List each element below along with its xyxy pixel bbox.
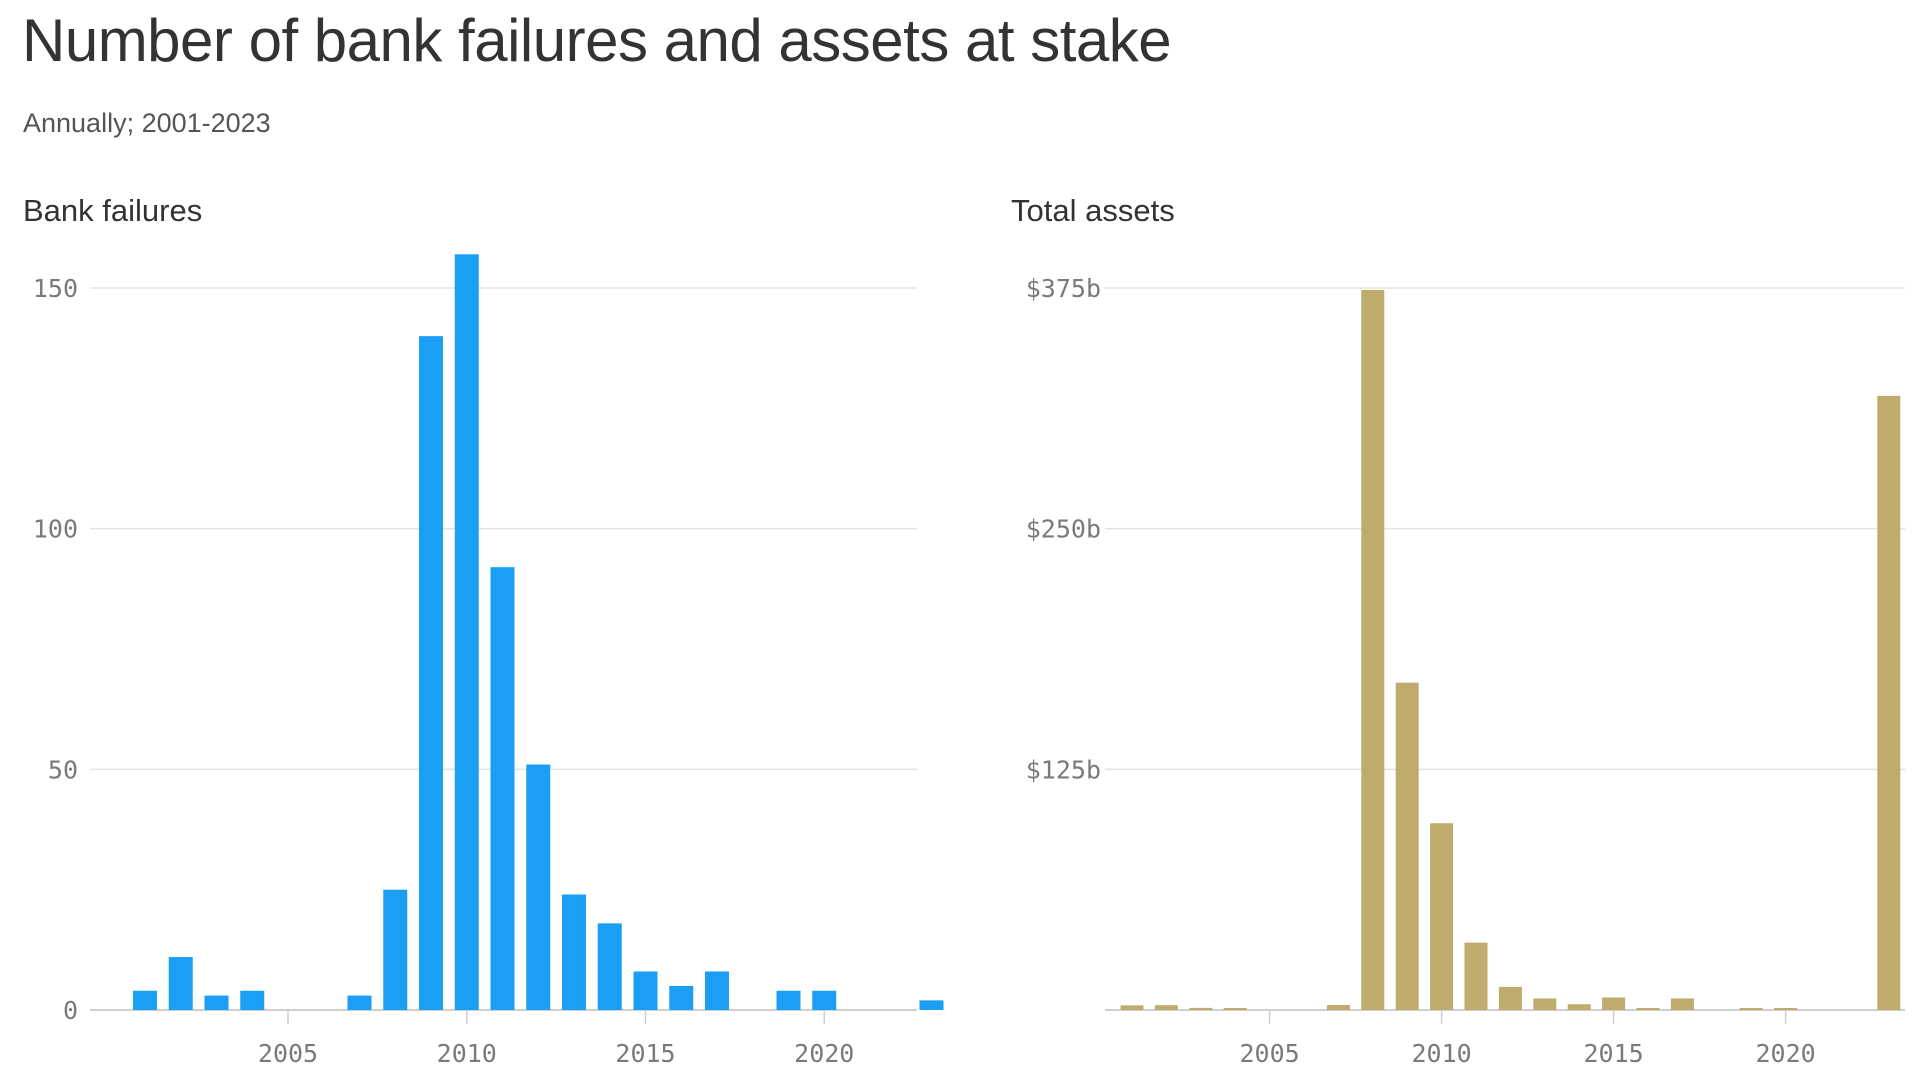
chart-title: Number of bank failures and assets at st… — [22, 7, 1172, 74]
failures-bar-2003 — [204, 995, 229, 1010]
failures-bar-2017 — [705, 971, 729, 1010]
failures-bar-2002 — [168, 957, 193, 1010]
assets-xtick-label: 2020 — [1755, 1039, 1815, 1068]
failures-bar-2004 — [240, 990, 265, 1010]
failures-xtick-label: 2015 — [615, 1039, 675, 1068]
assets-xtick-label: 2015 — [1583, 1039, 1643, 1068]
failures-ytick-label: 0 — [63, 996, 78, 1025]
failures-xtick-label: 2010 — [437, 1039, 497, 1068]
assets-bar-2023 — [1877, 395, 1901, 1010]
bank-failures-panel-title: Bank failures — [23, 193, 203, 228]
assets-ytick-label: $125b — [1026, 755, 1101, 784]
assets-bar-2012 — [1498, 986, 1522, 1010]
assets-bar-2017 — [1670, 998, 1694, 1010]
assets-bar-2003 — [1189, 1007, 1213, 1010]
failures-bar-2009 — [419, 336, 443, 1011]
failures-xtick-label: 2020 — [794, 1039, 854, 1068]
assets-ytick-label: $250b — [1026, 515, 1101, 544]
assets-xtick-label: 2010 — [1411, 1039, 1471, 1068]
assets-ytick-label: $375b — [1026, 274, 1101, 303]
failures-bar-2007 — [347, 995, 372, 1010]
assets-bar-2011 — [1464, 942, 1488, 1010]
assets-bar-2010 — [1430, 823, 1454, 1010]
assets-bar-2008 — [1361, 289, 1385, 1011]
failures-bar-2010 — [454, 254, 479, 1011]
assets-xtick-label: 2005 — [1239, 1039, 1299, 1068]
failures-bar-2019 — [776, 990, 801, 1010]
failures-bar-2011 — [490, 567, 515, 1010]
assets-axes: $125b $250b $375b 2005 2010 2015 2020 — [1026, 274, 1905, 1068]
failures-bar-2020 — [812, 990, 837, 1010]
failures-bar-2016 — [669, 985, 694, 1010]
assets-bar-2007 — [1326, 1004, 1350, 1010]
failures-bar-2015 — [633, 971, 658, 1010]
failures-ytick-label: 50 — [48, 755, 78, 784]
assets-bar-2004 — [1223, 1008, 1247, 1010]
failures-bar-2008 — [383, 889, 408, 1010]
failures-bar-2013 — [562, 894, 586, 1010]
chart-subtitle: Annually; 2001-2023 — [23, 108, 271, 138]
assets-bar-2016 — [1636, 1008, 1660, 1010]
assets-bars — [1120, 289, 1901, 1011]
total-assets-panel-title: Total assets — [1011, 193, 1175, 228]
assets-bar-2014 — [1567, 1004, 1591, 1010]
failures-ytick-label: 100 — [33, 515, 78, 544]
assets-bar-2013 — [1533, 998, 1557, 1010]
assets-bar-2002 — [1154, 1005, 1178, 1010]
assets-bar-2020 — [1774, 1008, 1798, 1010]
assets-bar-2019 — [1739, 1008, 1763, 1010]
assets-bar-2015 — [1602, 997, 1626, 1010]
failures-bar-2023 — [919, 1000, 944, 1010]
failures-ytick-label: 150 — [33, 274, 78, 303]
failures-bar-2001 — [133, 990, 157, 1010]
failures-bars — [133, 254, 944, 1011]
failures-bar-2014 — [597, 923, 622, 1010]
assets-bar-2009 — [1395, 682, 1419, 1010]
failures-xtick-label: 2005 — [258, 1039, 318, 1068]
assets-bar-2001 — [1120, 1005, 1144, 1010]
failures-bar-2012 — [526, 764, 551, 1010]
